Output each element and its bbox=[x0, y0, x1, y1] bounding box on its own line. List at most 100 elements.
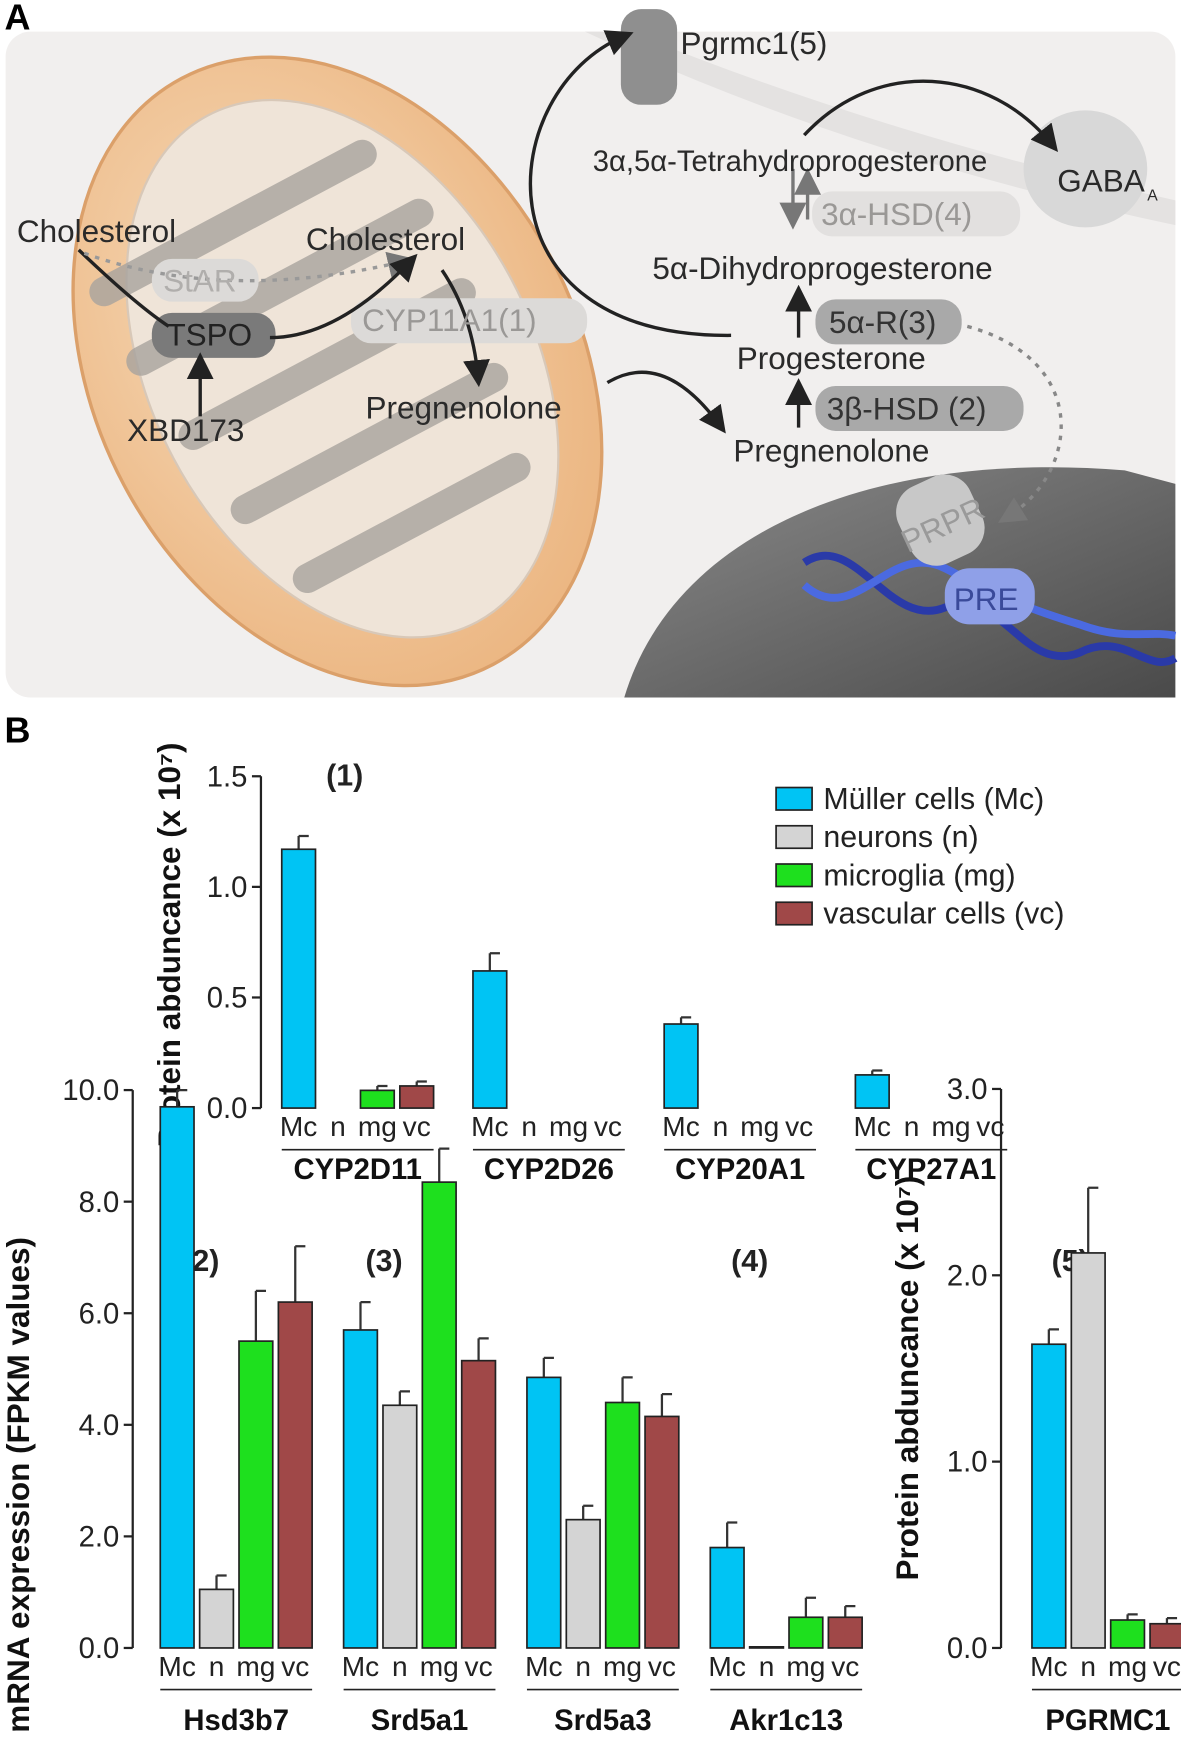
error-bar bbox=[488, 952, 500, 971]
bar bbox=[748, 1646, 785, 1649]
bar bbox=[472, 970, 508, 1109]
group-label: mg bbox=[740, 1111, 779, 1142]
x-tick-label: PGRMC1 bbox=[1045, 1705, 1170, 1737]
bar bbox=[277, 1301, 313, 1649]
diagram-label: 3α,5α-Tetrahydroprogesterone bbox=[593, 146, 988, 178]
x-tick-label: Srd5a1 bbox=[371, 1705, 469, 1737]
group-label: n bbox=[330, 1111, 346, 1142]
group-label: n bbox=[904, 1111, 920, 1142]
y-tick-label: 1.0 bbox=[947, 1447, 988, 1479]
y-tick-label: 0.0 bbox=[79, 1633, 120, 1665]
diagram-label: PRE bbox=[954, 581, 1019, 617]
bar bbox=[827, 1616, 863, 1649]
legend-swatch bbox=[775, 863, 813, 888]
legend-swatch bbox=[775, 824, 813, 850]
panel-label: A bbox=[4, 0, 30, 37]
error-bar bbox=[438, 1147, 450, 1183]
group-label: Mc bbox=[342, 1651, 379, 1682]
group-label: n bbox=[521, 1111, 537, 1142]
bar bbox=[663, 1023, 699, 1109]
group-label: mg bbox=[1108, 1651, 1147, 1682]
diagram-label: Pregnenolone bbox=[733, 432, 929, 468]
group-label: mg bbox=[931, 1111, 970, 1142]
diagram-label: Cholesterol bbox=[306, 221, 465, 257]
group-label: Mc bbox=[280, 1111, 317, 1142]
y-tick-label: 2.0 bbox=[947, 1260, 988, 1292]
legend-swatch bbox=[775, 901, 813, 926]
error-bar bbox=[582, 1504, 594, 1520]
y-tick-label: 2.0 bbox=[79, 1522, 120, 1554]
panel-label: B bbox=[4, 710, 30, 751]
bar bbox=[1149, 1622, 1181, 1649]
group-label: Mc bbox=[471, 1111, 508, 1142]
y-tick-label: 1.5 bbox=[207, 761, 248, 793]
group-label: vc bbox=[403, 1111, 431, 1142]
group-label: vc bbox=[785, 1111, 813, 1142]
group-label: mg bbox=[236, 1651, 275, 1682]
error-bar bbox=[1087, 1186, 1099, 1253]
y-tick-label: 6.0 bbox=[79, 1298, 120, 1330]
bar bbox=[198, 1588, 235, 1649]
group-label: n bbox=[392, 1651, 408, 1682]
group-label: Mc bbox=[525, 1651, 562, 1682]
error-bar bbox=[176, 1088, 188, 1107]
diagram-label: A bbox=[1147, 187, 1158, 204]
arrows bbox=[77, 30, 1063, 523]
group-label: n bbox=[209, 1651, 225, 1682]
error-bar bbox=[215, 1574, 227, 1590]
diagram-label: 3β-HSD (2) bbox=[827, 391, 987, 427]
bar bbox=[565, 1518, 601, 1649]
bar bbox=[382, 1404, 418, 1649]
group-label: vc bbox=[831, 1651, 859, 1682]
chart-title: (1) bbox=[326, 759, 363, 792]
group-label: vc bbox=[281, 1651, 309, 1682]
y-tick-label: 0.5 bbox=[207, 983, 248, 1015]
y-axis-label: Protein abduncance (x 10⁷) bbox=[889, 1176, 925, 1581]
y-axis-label: Protein abduncance (x 10⁷) bbox=[151, 743, 187, 1148]
diagram-label: 5α-R(3) bbox=[829, 304, 936, 340]
group-label: mg bbox=[549, 1111, 588, 1142]
x-tick-label: Hsd3b7 bbox=[183, 1705, 289, 1737]
bar bbox=[280, 848, 317, 1109]
group-label: vc bbox=[648, 1651, 676, 1682]
y-tick-label: 0.0 bbox=[207, 1093, 248, 1125]
legend-label: vascular cells (vc) bbox=[823, 898, 1064, 931]
error-bar bbox=[621, 1376, 633, 1403]
charts: 0.0 0.5 1.0 1.5 Protein abduncance (x 10⁷) (1… bbox=[0, 743, 1181, 1737]
x-tick-label: Akr1c13 bbox=[729, 1705, 843, 1737]
bar bbox=[342, 1329, 379, 1649]
y-tick-label: 0.0 bbox=[947, 1633, 988, 1665]
x-tick-label: CYP20A1 bbox=[675, 1154, 805, 1186]
nucleus bbox=[624, 467, 1176, 698]
bar bbox=[460, 1359, 497, 1649]
error-bar bbox=[477, 1337, 489, 1361]
error-bar bbox=[254, 1289, 267, 1342]
bar bbox=[238, 1340, 274, 1649]
error-bar bbox=[359, 1300, 371, 1330]
y-tick-label: 1.0 bbox=[207, 872, 248, 904]
diagram-label: CYP11A1(1) bbox=[362, 302, 536, 338]
bar bbox=[1031, 1343, 1067, 1649]
error-bar bbox=[679, 1016, 692, 1025]
group-label: vc bbox=[594, 1111, 622, 1142]
group-label: mg bbox=[358, 1111, 397, 1142]
error-bar bbox=[804, 1596, 817, 1618]
group-label: vc bbox=[976, 1111, 1004, 1142]
x-tick-label: CYP2D11 bbox=[293, 1154, 421, 1186]
bar bbox=[421, 1181, 457, 1649]
error-bar bbox=[542, 1356, 554, 1378]
group-label: Mc bbox=[854, 1111, 891, 1142]
group-label: n bbox=[759, 1651, 775, 1682]
group-label: vc bbox=[1153, 1651, 1181, 1682]
diagram-label: TSPO bbox=[166, 316, 252, 352]
group-label: Mc bbox=[662, 1111, 699, 1142]
legend-label: neurons (n) bbox=[823, 821, 978, 854]
error-bar bbox=[297, 834, 309, 850]
error-bar bbox=[1126, 1613, 1138, 1621]
diagram-label: StAR bbox=[163, 263, 236, 299]
y-tick-label: 4.0 bbox=[79, 1410, 120, 1442]
x-tick-label: Srd5a3 bbox=[554, 1705, 652, 1737]
legend-label: Müller cells (Mc) bbox=[823, 783, 1044, 816]
